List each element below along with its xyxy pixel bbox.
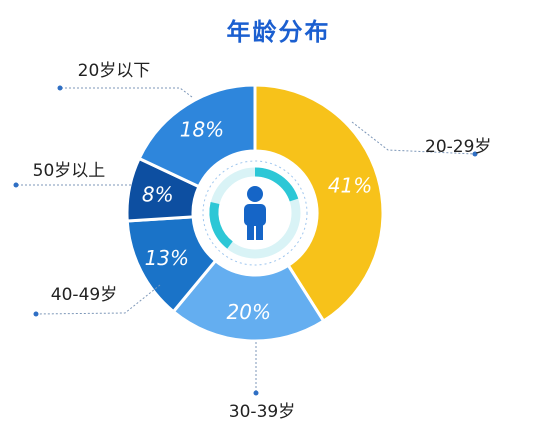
category-label: 40-49岁	[51, 285, 117, 305]
leader-dot	[33, 311, 39, 317]
category-label: 20岁以下	[78, 61, 151, 81]
person-icon	[244, 186, 266, 240]
leader-line	[351, 121, 476, 155]
category-label: 30-39岁	[229, 402, 295, 422]
leader-line	[35, 284, 161, 315]
percentage-labels: 41% 20% 13% 8% 18%	[142, 117, 372, 323]
leader-dot	[253, 390, 259, 396]
leader-dot	[57, 85, 63, 91]
leader-dot	[472, 151, 478, 157]
slice-20岁以下	[137, 83, 257, 189]
slice-30-39岁	[171, 258, 326, 343]
value-label: 20%	[227, 300, 271, 324]
value-label: 13%	[145, 246, 189, 270]
value-label: 18%	[180, 117, 224, 141]
leader-lines	[13, 85, 478, 396]
value-label: 8%	[142, 182, 174, 206]
slice-20-29岁	[253, 83, 385, 324]
category-label: 50岁以上	[33, 161, 106, 181]
center-ring-arc-top	[254, 167, 299, 202]
slices-group	[125, 83, 385, 343]
chart-title: 年龄分布	[226, 18, 331, 46]
value-label: 41%	[328, 173, 372, 197]
center-badge	[195, 153, 315, 273]
center-dashed-ring	[202, 160, 308, 266]
center-ring-arc-left	[209, 201, 233, 249]
leader-dot	[13, 182, 19, 188]
leader-line	[60, 87, 193, 98]
category-label: 20-29岁	[425, 137, 491, 157]
category-labels: 20-29岁 30-39岁 40-49岁 50岁以上 20岁以下	[33, 61, 492, 422]
